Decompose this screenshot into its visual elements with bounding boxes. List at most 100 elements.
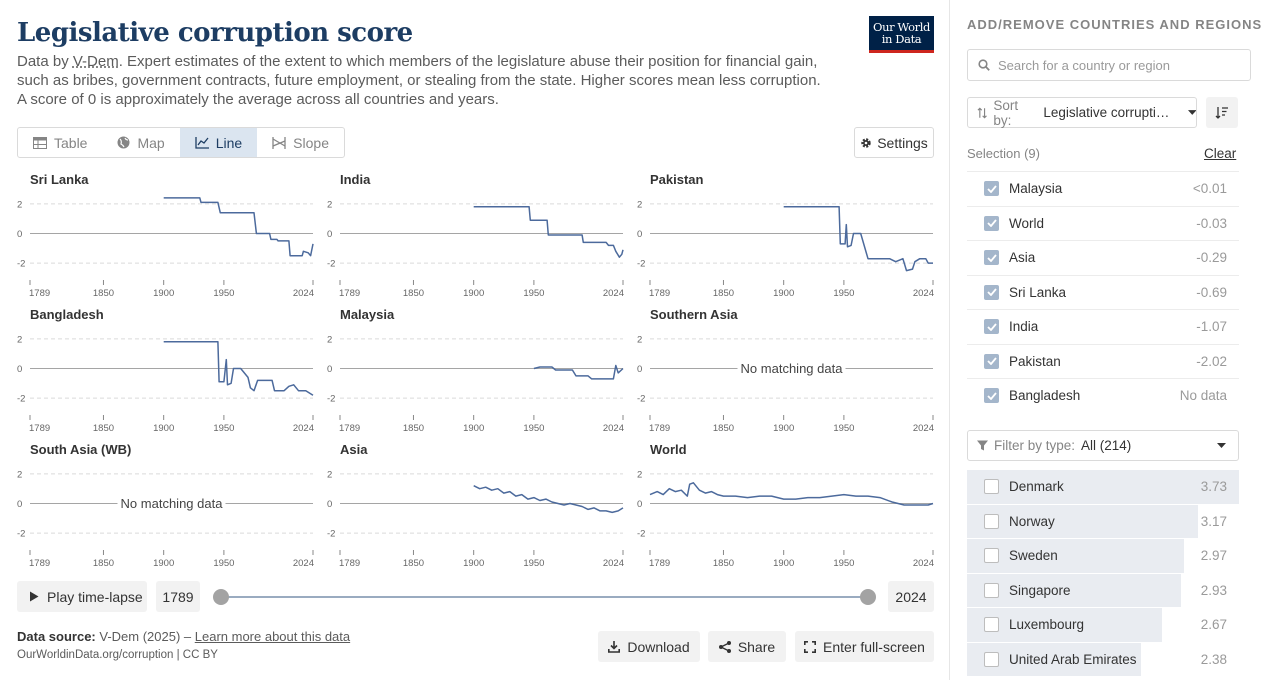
selected-item[interactable]: Malaysia <0.01 [967,171,1239,206]
item-value: -0.29 [1196,250,1227,266]
series-line[interactable] [473,485,624,514]
panel-chart: 2 0 -2 1789 1850 1900 1950 2024 [637,469,934,569]
panel-chart: 2 0 -2 1789 1850 1900 1950 2024 No matching data [637,334,934,434]
x-tick-label: 1950 [833,288,854,299]
x-tick-label: 1850 [713,288,734,299]
series-line[interactable] [649,482,934,506]
tab-slope[interactable]: Slope [257,128,344,157]
checkbox-checked[interactable] [984,250,999,266]
checkbox[interactable] [984,479,999,495]
sort-order-button[interactable] [1206,97,1238,128]
selected-item[interactable]: Pakistan -2.02 [967,343,1239,379]
checkbox-checked[interactable] [984,319,999,335]
check-icon [986,323,997,331]
y-tick-label: 2 [17,199,22,210]
chart-title: Legislative corruption score [17,18,413,48]
gear-icon [861,137,871,148]
share-button[interactable]: Share [708,631,786,662]
checkbox[interactable] [984,617,999,633]
value-bar [967,470,1239,504]
tab-table[interactable]: Table [18,128,102,157]
panel-chart: 2 0 -2 1789 1850 1900 1950 2024 [327,199,624,299]
selected-item[interactable]: Asia -0.29 [967,240,1239,275]
no-data-backing [737,360,846,377]
filter-dropdown[interactable]: Filter by type: All (214) [967,430,1239,461]
start-handle[interactable] [213,589,229,605]
item-value: 3.17 [1200,513,1227,529]
sort-dropdown[interactable]: Sort by: Legislative corruption... [967,97,1197,128]
available-item[interactable]: Denmark 3.73 [967,470,1239,505]
available-item[interactable]: Singapore 2.93 [967,573,1239,608]
series-line[interactable] [163,197,314,257]
share-label: Share [737,638,776,655]
x-tick-label: 1950 [833,423,854,434]
series-line[interactable] [533,364,624,380]
selector-heading: ADD/REMOVE COUNTRIES AND REGIONS [967,17,1263,32]
y-tick-label: 2 [637,199,642,210]
x-tick-label: 2024 [603,288,624,299]
selected-item[interactable]: Sri Lanka -0.69 [967,274,1239,310]
search-box [967,49,1251,81]
fullscreen-button[interactable]: Enter full-screen [795,631,934,662]
checkbox[interactable] [984,582,999,598]
download-button[interactable]: Download [598,631,700,662]
checkbox-checked[interactable] [984,284,999,300]
x-tick-label: 1850 [93,288,114,299]
panel-title: Asia [340,442,368,457]
panel-title: Pakistan [650,172,704,187]
filter-prefix: Filter by type: [994,438,1076,453]
x-tick-label: 1850 [713,558,734,569]
play-label: Play time-lapse [47,588,143,605]
end-handle[interactable] [860,589,876,605]
x-tick-label: 1900 [153,288,174,299]
checkbox[interactable] [984,651,999,667]
timeline-track[interactable] [221,596,868,598]
available-item[interactable]: Norway 3.17 [967,504,1239,539]
series-line[interactable] [783,206,933,272]
available-item[interactable]: Luxembourg 2.67 [967,608,1239,643]
search-input[interactable] [998,57,1238,73]
x-tick-label: 1789 [29,288,50,299]
tab-map[interactable]: Map [102,128,179,157]
play-button[interactable]: Play time-lapse [17,581,147,612]
series-line[interactable] [163,341,314,396]
value-bar [967,504,1199,538]
x-tick-label: 1900 [773,423,794,434]
checkbox-checked[interactable] [984,215,999,231]
source-link[interactable]: V-Dem [72,53,119,70]
item-name: World [1009,215,1045,231]
end-year-box: 2024 [888,581,934,612]
available-item[interactable]: United Arab Emirates 2.38 [967,642,1239,677]
footer-url[interactable]: OurWorldinData.org/corruption | CC BY [17,649,218,661]
item-name: Bangladesh [1009,388,1081,404]
series-line[interactable] [473,206,624,258]
selected-item[interactable]: Bangladesh No data [967,378,1239,413]
check-icon [986,357,997,366]
y-tick-label: 2 [637,469,642,480]
panel-title: South Asia (WB) [30,442,132,457]
panel-title: India [340,172,371,187]
x-tick-label: 1950 [523,288,544,299]
item-name: United Arab Emirates [1009,651,1137,667]
selected-item[interactable]: India -1.07 [967,309,1239,344]
x-tick-label: 1950 [523,558,544,569]
x-tick-label: 1850 [713,423,734,434]
available-item[interactable]: Sweden 2.97 [967,539,1239,574]
checkbox-checked[interactable] [984,181,999,197]
y-tick-label: 2 [327,199,332,210]
tab-line[interactable]: Line [179,128,258,157]
selected-item[interactable]: World -0.03 [967,205,1239,241]
x-tick-label: 2024 [603,558,624,569]
checkbox[interactable] [984,548,999,564]
checkbox[interactable] [984,513,999,529]
x-tick-label: 1789 [339,558,360,569]
y-tick-label: -2 [17,259,25,270]
learn-more-link[interactable]: Learn more about this data [194,629,351,644]
timeline-controls: Play time-lapse 1789 2024 [0,581,950,613]
checkbox-checked[interactable] [984,353,999,369]
clear-button[interactable]: Clear [1204,146,1237,161]
value-bar [967,608,1162,642]
checkbox-checked[interactable] [984,388,999,404]
owid-logo[interactable]: Our World in Data [869,16,934,53]
settings-button[interactable]: Settings [854,127,934,158]
